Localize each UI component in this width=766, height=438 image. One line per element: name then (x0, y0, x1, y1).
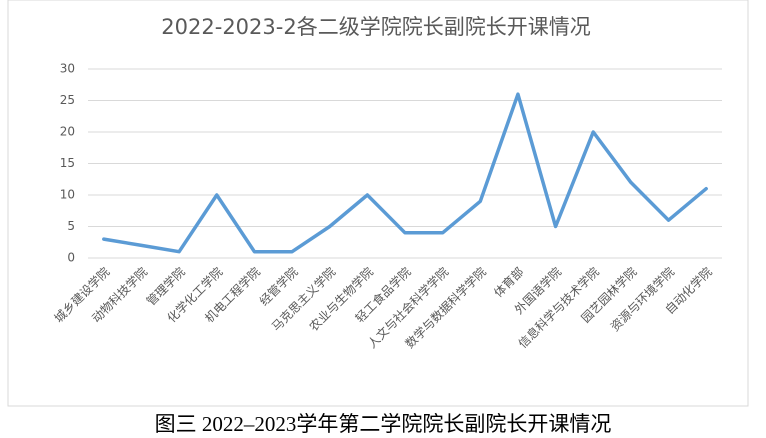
y-tick-label: 5 (67, 219, 75, 233)
y-tick-label: 25 (60, 93, 75, 107)
chart-border (7, 0, 749, 407)
y-tick-label: 15 (60, 156, 75, 170)
chart-title: 2022-2023-2各二级学院院长副院长开课情况 (161, 15, 590, 39)
y-tick-label: 30 (60, 62, 75, 76)
line (102, 92, 708, 254)
chart: 2022-2023-2各二级学院院长副院长开课情况 051015202530城乡… (7, 0, 749, 407)
y-tick-label: 20 (60, 125, 75, 139)
y-tick-label: 10 (60, 188, 75, 202)
y-tick-label: 0 (67, 251, 75, 265)
caption: 图三 2022–2023学年第二学院院长副院长开课情况 (154, 412, 612, 436)
